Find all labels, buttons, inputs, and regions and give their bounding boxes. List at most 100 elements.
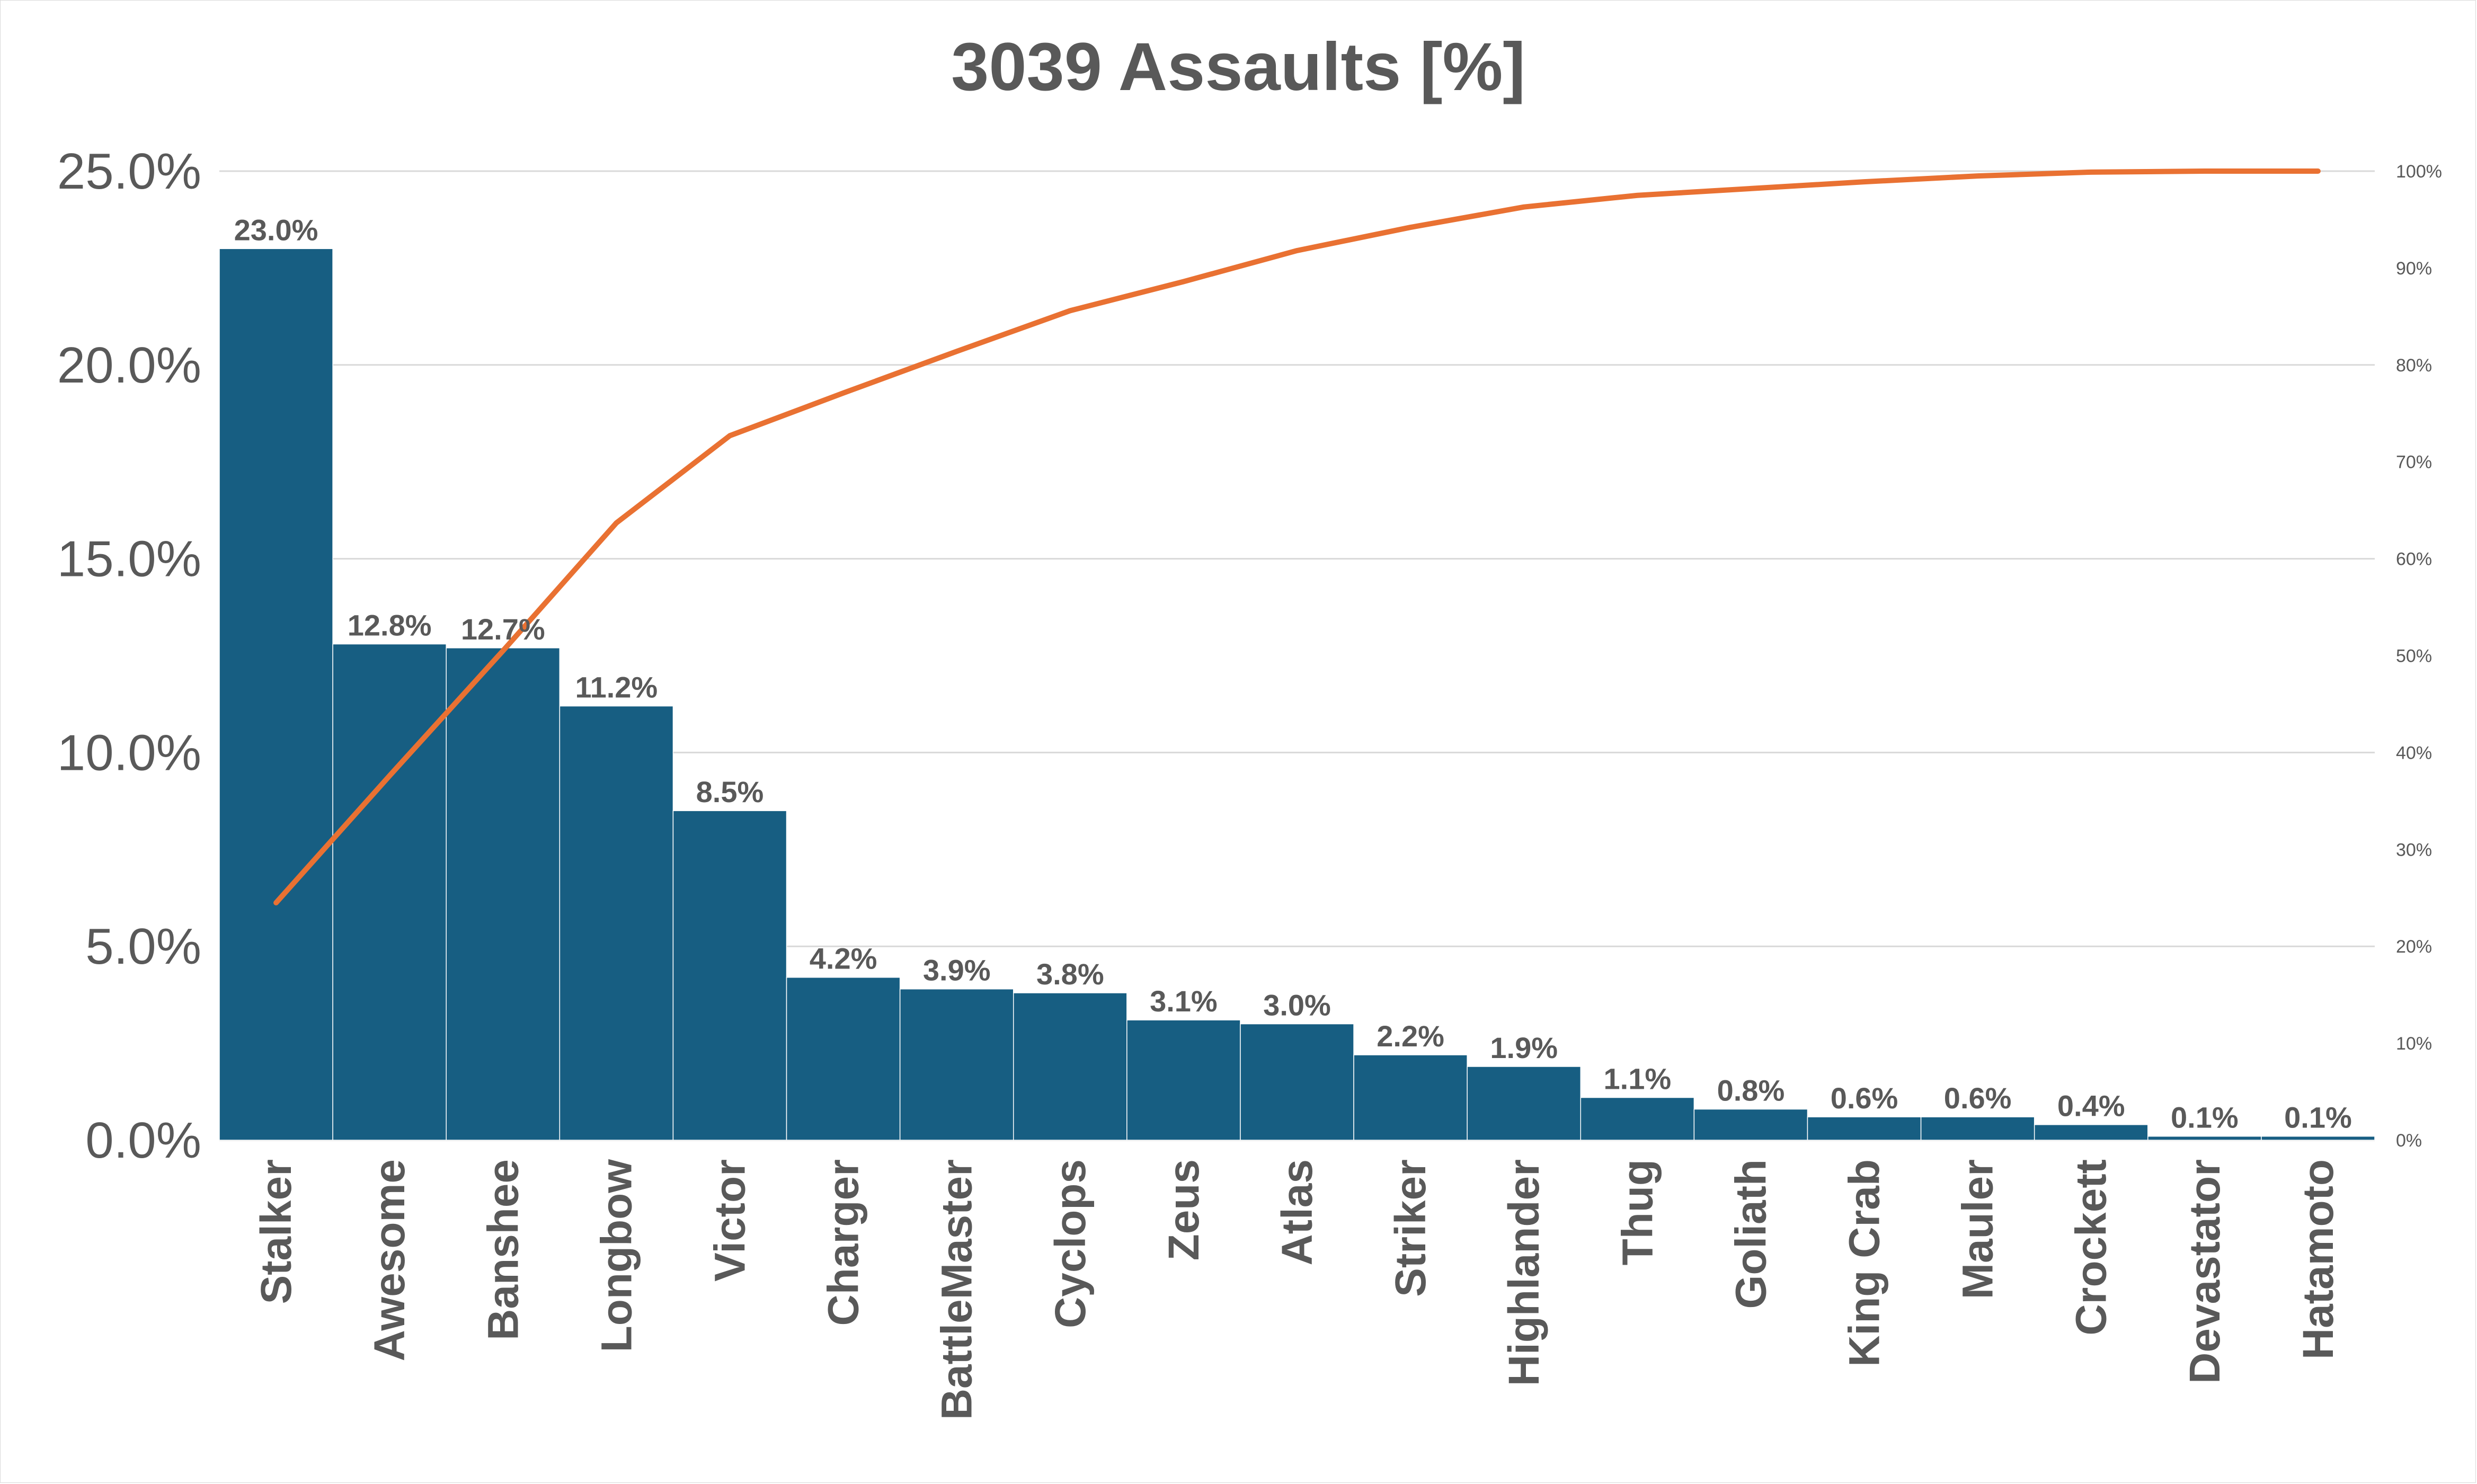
data-label: 1.1%	[1603, 1062, 1671, 1096]
data-label: 0.6%	[1944, 1081, 2012, 1115]
cumulative-point	[616, 522, 617, 523]
data-label: 8.5%	[696, 775, 764, 808]
y-tick-label-right: 50%	[2396, 646, 2432, 667]
bar	[1013, 992, 1127, 1141]
cumulative-point	[1863, 181, 1865, 183]
cumulative-point	[729, 435, 731, 437]
x-tick-label: Goliath	[1727, 1159, 1775, 1309]
cumulative-line-series	[273, 168, 2321, 905]
cumulative-point	[1297, 250, 1298, 251]
bar	[1580, 1097, 1695, 1141]
x-tick-label: Stalker	[252, 1159, 300, 1304]
bar-series	[219, 248, 2375, 1141]
bar	[1920, 1116, 2035, 1141]
data-label: 12.7%	[461, 612, 545, 646]
bar	[219, 248, 333, 1141]
bar	[1240, 1023, 1354, 1141]
cumulative-point	[276, 902, 277, 903]
secondary-y-axis: 0% 10% 20% 30% 40% 50% 60% 70% 80% 90% 100%	[2396, 162, 2442, 1151]
y-tick-label-left: 25.0%	[57, 143, 201, 200]
data-labels: 23.0% 12.8% 12.7% 11.2% 8.5% 4.2% 3.9% 3.8% 3.1%…	[234, 213, 2352, 1134]
cumulative-point	[2317, 171, 2319, 172]
bar	[672, 810, 787, 1141]
cumulative-point	[956, 351, 957, 352]
bar	[446, 647, 561, 1141]
x-tick-label: Devastator	[2181, 1159, 2229, 1384]
x-tick-label: Longbow	[592, 1159, 641, 1353]
data-label: 4.2%	[810, 942, 877, 975]
y-tick-label-left: 20.0%	[57, 337, 201, 394]
cumulative-point	[1750, 188, 1752, 189]
x-tick-label: Banshee	[479, 1159, 527, 1340]
cumulative-point	[502, 650, 504, 652]
cumulative-point	[1523, 206, 1525, 208]
x-tick-label: King Crab	[1841, 1159, 1889, 1367]
x-tick-label: Highlander	[1500, 1159, 1548, 1386]
bar	[559, 705, 674, 1141]
data-label: 3.1%	[1150, 984, 1218, 1018]
cumulative-point	[1637, 194, 1638, 196]
x-tick-label: Mauler	[1954, 1159, 2002, 1299]
y-tick-label-left: 10.0%	[57, 724, 201, 781]
bar	[332, 643, 447, 1141]
bar	[1807, 1116, 1922, 1141]
y-tick-label-right: 70%	[2396, 452, 2432, 473]
bar	[1353, 1054, 1468, 1141]
data-label: 0.4%	[2057, 1089, 2125, 1123]
chart-title: 3039 Assaults [%]	[951, 29, 1525, 105]
bar	[1126, 1019, 1241, 1141]
data-label: 12.8%	[348, 609, 432, 642]
cumulative-point	[2090, 171, 2092, 173]
y-tick-label-right: 10%	[2396, 1034, 2432, 1054]
y-tick-label-right: 80%	[2396, 356, 2432, 376]
cumulative-point	[1183, 281, 1184, 282]
cumulative-point	[1410, 227, 1411, 228]
data-label: 23.0%	[234, 213, 318, 246]
data-label: 1.9%	[1490, 1031, 1558, 1064]
x-tick-label: Hatamoto	[2294, 1159, 2342, 1359]
y-tick-label-right: 0%	[2396, 1131, 2422, 1151]
x-tick-label: Striker	[1387, 1159, 1435, 1297]
data-label: 0.1%	[2171, 1101, 2239, 1134]
data-label: 0.8%	[1717, 1073, 1785, 1107]
cumulative-point	[1977, 175, 1978, 177]
cumulative-point	[389, 775, 390, 777]
x-tick-label: BattleMaster	[933, 1159, 981, 1420]
bar	[2147, 1135, 2262, 1141]
x-tick-label: Cyclops	[1046, 1159, 1095, 1328]
data-label: 11.2%	[575, 671, 658, 704]
y-tick-label-right: 100%	[2396, 162, 2442, 182]
y-tick-label-right: 60%	[2396, 549, 2432, 570]
bar	[1467, 1066, 1582, 1141]
x-tick-label: Atlas	[1273, 1159, 1321, 1266]
y-tick-label-right: 90%	[2396, 259, 2432, 279]
data-label: 3.9%	[923, 954, 991, 987]
cumulative-point	[2204, 171, 2205, 172]
bar	[786, 976, 901, 1141]
x-tick-label: Zeus	[1160, 1159, 1208, 1260]
y-tick-label-right: 40%	[2396, 743, 2432, 763]
data-label: 3.8%	[1036, 957, 1104, 991]
bar	[2261, 1135, 2375, 1141]
data-label: 0.6%	[1831, 1081, 1898, 1115]
cumulative-point	[1069, 310, 1071, 312]
bar	[1693, 1108, 1808, 1141]
y-tick-label-right: 20%	[2396, 937, 2432, 957]
category-axis: Stalker Awesome Banshee Longbow Victor Charge…	[252, 1159, 2342, 1420]
x-tick-label: Awesome	[366, 1159, 414, 1361]
data-label: 3.0%	[1263, 989, 1331, 1022]
y-tick-label-left: 5.0%	[85, 918, 201, 975]
data-label: 2.2%	[1377, 1019, 1444, 1053]
y-tick-label-left: 15.0%	[57, 531, 201, 588]
data-label: 0.1%	[2284, 1101, 2352, 1134]
primary-y-axis: 0.0% 5.0% 10.0% 15.0% 20.0% 25.0%	[57, 143, 201, 1169]
y-tick-label-left: 0.0%	[85, 1112, 201, 1169]
x-tick-label: Victor	[706, 1159, 754, 1282]
bar	[899, 988, 1014, 1141]
x-tick-label: Crockett	[2067, 1159, 2116, 1336]
x-tick-label: Thug	[1613, 1159, 1662, 1265]
cumulative-point	[842, 392, 844, 394]
x-tick-label: Charger	[820, 1159, 868, 1326]
y-tick-label-right: 30%	[2396, 840, 2432, 860]
